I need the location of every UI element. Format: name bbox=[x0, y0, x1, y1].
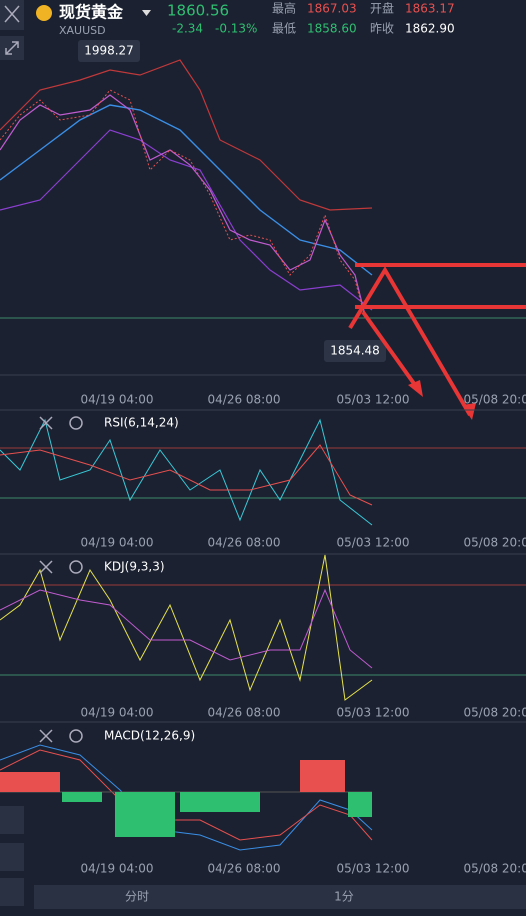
lower-band bbox=[0, 129, 373, 311]
macd-line bbox=[0, 749, 373, 841]
settings-icon[interactable] bbox=[69, 416, 83, 430]
title[interactable]: 现货黄金 bbox=[59, 3, 124, 22]
label-box bbox=[324, 340, 386, 362]
indicator-label: MACD(12,26,9) bbox=[104, 729, 195, 743]
x-tick-label: 04/19 04:00 bbox=[81, 706, 154, 720]
tab[interactable]: 分时 bbox=[125, 890, 149, 904]
x-tick-label: 05/03 12:00 bbox=[337, 536, 410, 550]
macd-line bbox=[0, 744, 373, 851]
x-tick-label: 05/03 12:00 bbox=[337, 862, 410, 876]
tool-button[interactable] bbox=[0, 878, 24, 906]
tab[interactable]: 1分 bbox=[334, 890, 354, 904]
x-tick-label: 05/08 20:00 bbox=[464, 706, 526, 720]
x-tick-label: 05/03 12:00 bbox=[337, 393, 410, 407]
remove-icon[interactable] bbox=[39, 729, 53, 743]
ma-line bbox=[0, 104, 373, 276]
kdj-line bbox=[0, 588, 373, 669]
rsi-line bbox=[0, 418, 373, 526]
dropdown-icon[interactable] bbox=[142, 10, 151, 16]
expand-icon bbox=[5, 41, 19, 55]
settings-icon[interactable] bbox=[69, 729, 83, 743]
remove-icon[interactable] bbox=[39, 416, 53, 430]
upper-band bbox=[0, 59, 373, 211]
stat-value: 1863.17 bbox=[405, 2, 455, 16]
label-box bbox=[78, 40, 140, 62]
x-tick-label: 04/26 08:00 bbox=[208, 706, 281, 720]
macd-hist-down bbox=[62, 792, 372, 837]
price: 1860.56 bbox=[167, 2, 229, 20]
stat-value: 1867.03 bbox=[307, 2, 357, 16]
indicator-label: KDJ(9,3,3) bbox=[104, 560, 165, 574]
stat-label: 昨收 bbox=[370, 22, 394, 36]
stat-value: 1862.90 bbox=[405, 22, 455, 36]
stat-label: 开盘 bbox=[370, 1, 394, 16]
side-tools bbox=[0, 806, 24, 906]
tab-bar bbox=[34, 885, 526, 909]
x-tick-label: 05/03 12:00 bbox=[337, 706, 410, 720]
change: -2.34 bbox=[172, 22, 203, 36]
kdj-line bbox=[0, 554, 373, 701]
x-tick-label: 04/19 04:00 bbox=[81, 393, 154, 407]
tool-button[interactable] bbox=[0, 806, 24, 834]
stat-label: 最高 bbox=[272, 1, 296, 16]
high-label: 1998.27 bbox=[84, 44, 134, 58]
x-tick-label: 05/08 20:00 bbox=[464, 536, 526, 550]
low-label: 1854.48 bbox=[330, 344, 380, 358]
x-tick-label: 05/08 20:00 bbox=[464, 393, 526, 407]
remove-icon[interactable] bbox=[39, 560, 53, 574]
annotation-arrows bbox=[348, 263, 526, 417]
x-tick-label: 04/26 08:00 bbox=[208, 536, 281, 550]
tool-button[interactable] bbox=[0, 843, 24, 871]
rsi-line bbox=[0, 444, 373, 506]
candles bbox=[0, 89, 366, 319]
arrow-heads bbox=[408, 380, 476, 420]
stat-label: 最低 bbox=[272, 22, 296, 36]
settings-icon[interactable] bbox=[69, 560, 83, 574]
x-tick-label: 04/26 08:00 bbox=[208, 862, 281, 876]
x-tick-label: 04/26 08:00 bbox=[208, 393, 281, 407]
macd-hist-up bbox=[0, 760, 345, 792]
main-chart: 1998.27 1854.48 bbox=[0, 40, 526, 420]
x-tick-label: 05/08 20:00 bbox=[464, 862, 526, 876]
symbol: XAUUSD bbox=[59, 24, 106, 37]
stat-value: 1858.60 bbox=[307, 22, 357, 36]
gold-icon bbox=[36, 5, 52, 21]
indicator-label: RSI(6,14,24) bbox=[104, 416, 179, 430]
change-pct: -0.13% bbox=[215, 22, 257, 36]
x-tick-label: 04/19 04:00 bbox=[81, 536, 154, 550]
close-icon bbox=[4, 5, 20, 23]
x-tick-label: 04/19 04:00 bbox=[81, 862, 154, 876]
